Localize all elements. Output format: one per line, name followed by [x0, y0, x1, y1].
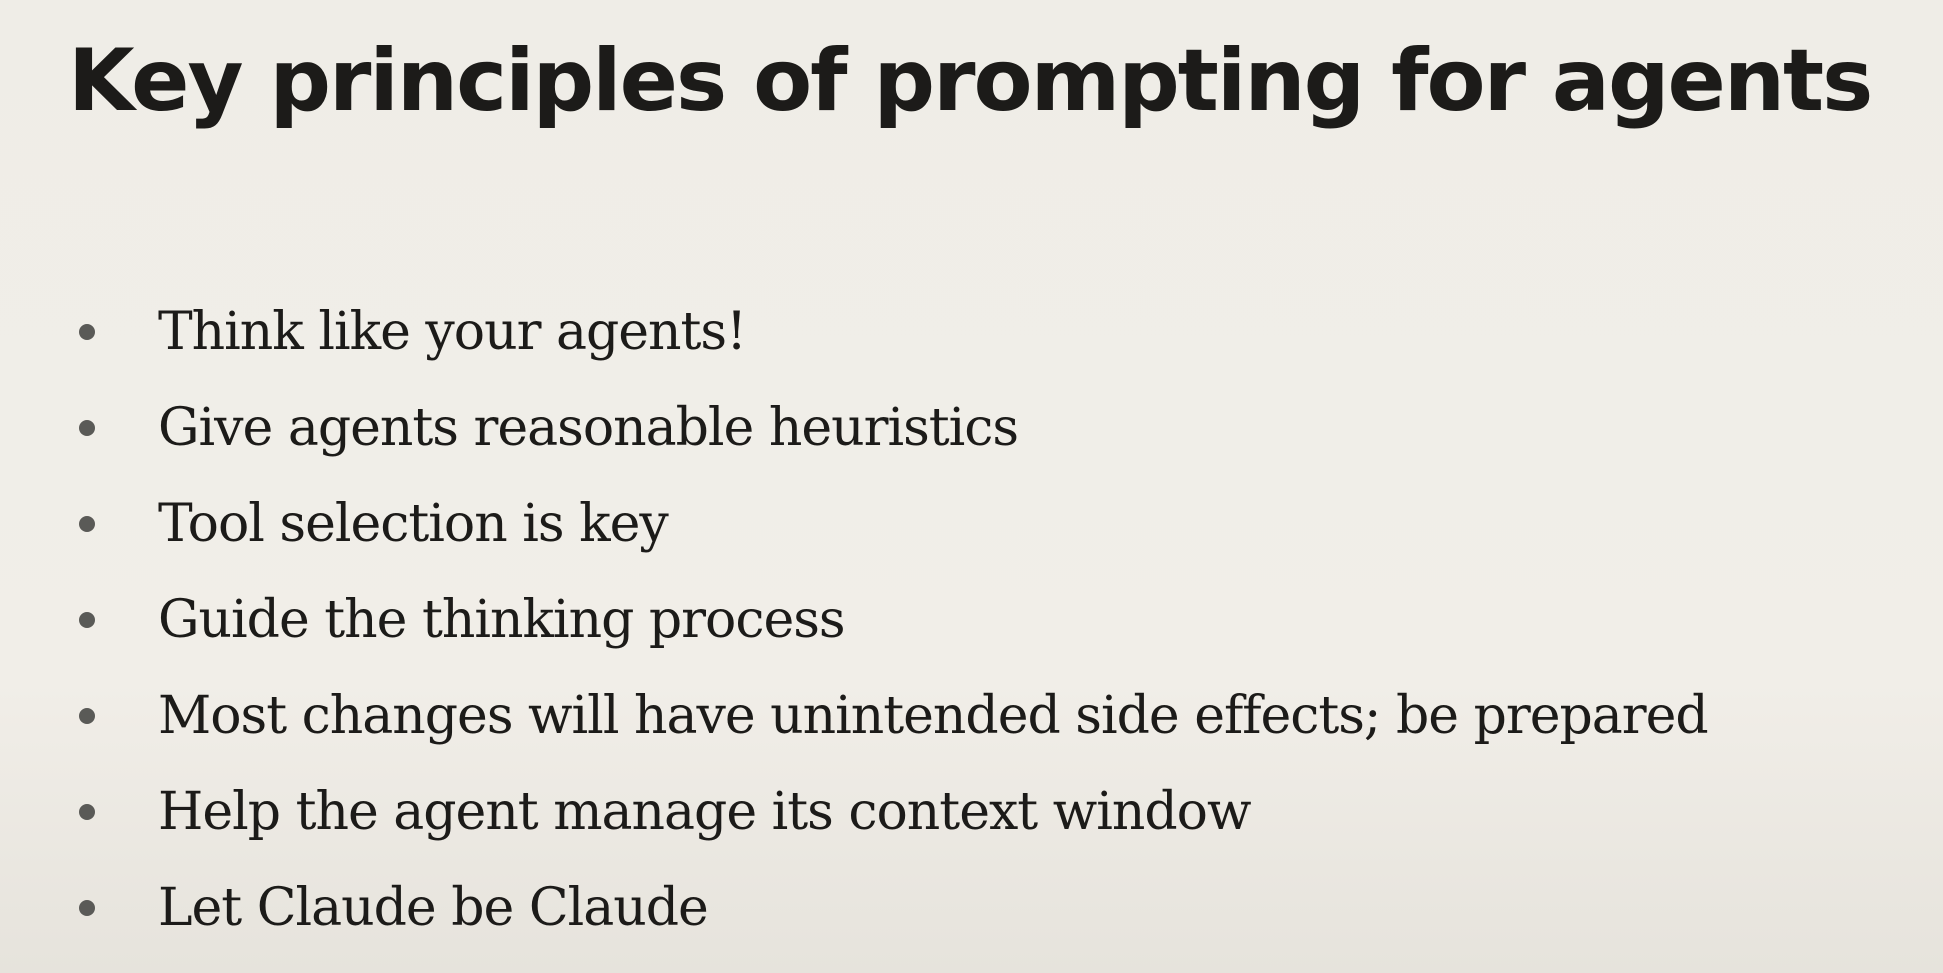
bullet-text: Help the agent manage its context window [158, 782, 1251, 842]
bullet-dot-icon [79, 900, 95, 916]
bullet-text: Tool selection is key [158, 494, 669, 554]
bullet-text: Guide the thinking process [158, 590, 846, 650]
bullet-text: Think like your agents! [158, 302, 747, 362]
bullet-dot-icon [79, 708, 95, 724]
slide-title: Key principles of prompting for agents [68, 31, 1873, 131]
bullet-text: Give agents reasonable heuristics [158, 398, 1019, 458]
bullet-dot-icon [79, 612, 95, 628]
bullet-dot-icon [79, 420, 95, 436]
bullet-dot-icon [79, 804, 95, 820]
bullet-dot-icon [79, 324, 95, 340]
bullet-dot-icon [79, 516, 95, 532]
bullet-text: Most changes will have unintended side e… [158, 686, 1709, 746]
bullet-text: Let Claude be Claude [158, 878, 709, 938]
